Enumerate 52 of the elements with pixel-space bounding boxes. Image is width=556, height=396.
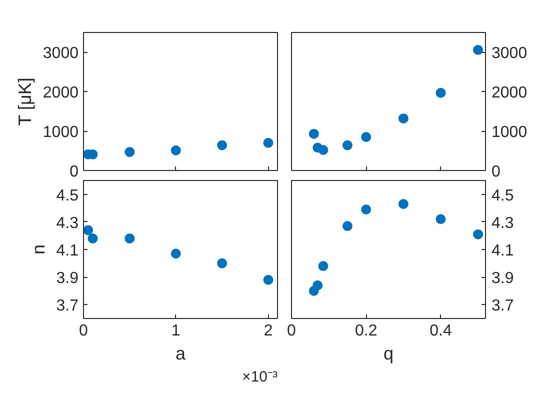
point <box>217 258 228 268</box>
text: ×10⁻³ <box>242 368 278 386</box>
point <box>308 128 319 139</box>
point <box>473 44 484 55</box>
y2-tick-label: 4.1 <box>492 242 514 260</box>
y2-tick-label: 2000 <box>492 84 528 102</box>
point <box>170 145 181 156</box>
x-tick-label: 1 <box>171 322 180 340</box>
point <box>312 280 323 290</box>
point <box>217 140 228 150</box>
point <box>263 138 274 148</box>
y-axis-title: n <box>28 244 48 255</box>
x-axis-title: a <box>175 344 186 364</box>
point <box>361 132 372 142</box>
y-tick-label: 1000 <box>42 124 79 142</box>
x-axis-title: q <box>383 344 394 364</box>
y-tick-label: 4.1 <box>56 242 79 260</box>
y-tick-label: 3000 <box>42 45 79 62</box>
y2-tick-label: 0 <box>492 164 500 180</box>
y2-tick-label: 3000 <box>492 45 528 62</box>
y2-tick-label: 3.7 <box>492 298 514 315</box>
point <box>124 233 135 244</box>
y-tick-label: 4.3 <box>56 214 79 232</box>
x-tick-label: 0.2 <box>354 322 378 340</box>
point <box>342 221 352 232</box>
point <box>124 146 135 157</box>
point <box>436 88 446 98</box>
point <box>318 145 328 155</box>
point <box>361 204 372 214</box>
point <box>398 198 408 209</box>
point <box>398 113 408 124</box>
x-tick-label: 0 <box>287 322 296 340</box>
point <box>473 229 484 240</box>
point <box>170 248 181 259</box>
y-tick-label: 3.7 <box>56 298 79 315</box>
point <box>263 274 274 285</box>
y-tick-label: 4.5 <box>56 187 79 204</box>
y2-tick-label: 1000 <box>492 124 528 142</box>
y-tick-label: 0 <box>70 164 79 180</box>
point <box>84 225 94 236</box>
point <box>436 214 446 224</box>
y-axis-title: T [μK] <box>14 78 35 126</box>
point <box>318 261 328 272</box>
x-tick-label: 2 <box>264 322 273 340</box>
y2-tick-label: 4.5 <box>492 187 514 204</box>
y-tick-label: 3.9 <box>56 270 79 288</box>
point <box>342 140 352 150</box>
x-tick-label: 0.4 <box>430 322 452 340</box>
y-tick-label: 2000 <box>42 84 79 102</box>
point <box>88 233 98 244</box>
y2-tick-label: 4.3 <box>492 214 514 232</box>
y2-tick-label: 3.9 <box>492 270 514 288</box>
